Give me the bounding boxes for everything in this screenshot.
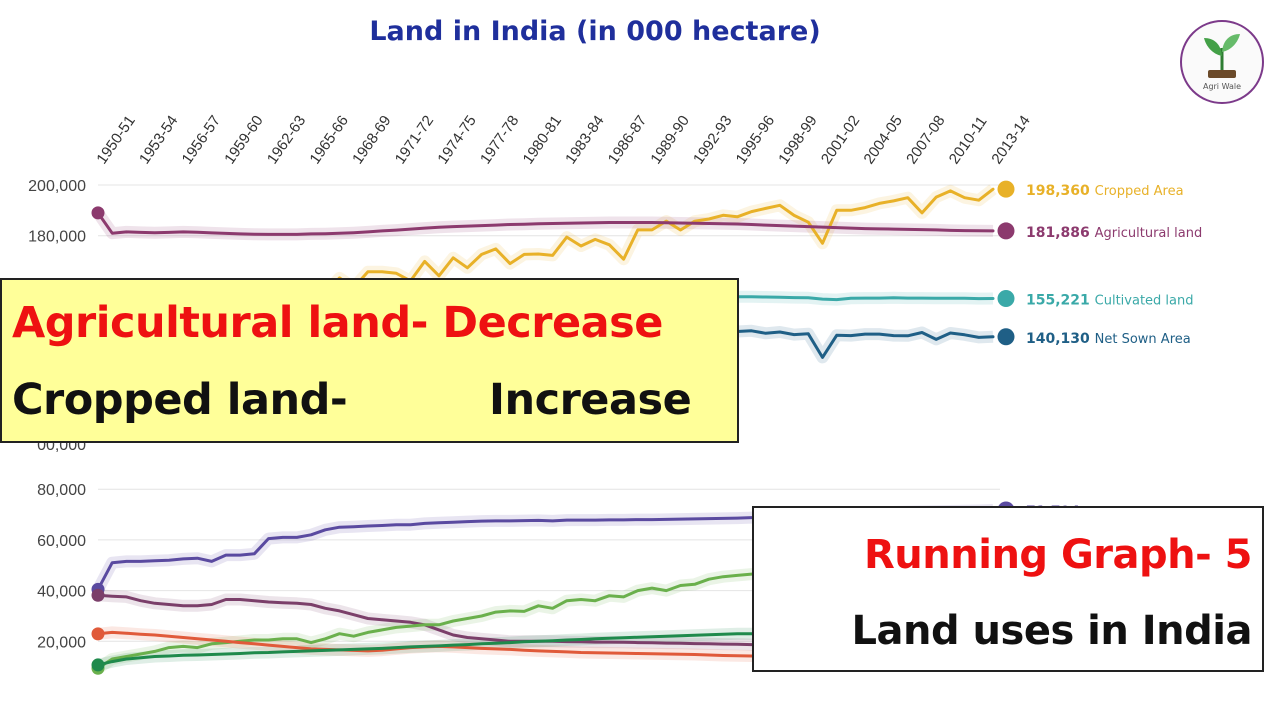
x-tick-label: 1971-72	[392, 112, 438, 167]
series-start-point	[91, 627, 105, 641]
series-end-value: 181,886	[1026, 225, 1095, 241]
x-tick-label: 1983-84	[562, 112, 608, 167]
x-tick-label: 1968-69	[349, 112, 395, 167]
y-tick-label: 180,000	[28, 229, 86, 246]
callout-agricultural-land-decrease: Agricultural land- Decrease	[12, 298, 663, 348]
x-tick-label: 1950-51	[93, 112, 139, 167]
series-end-point	[997, 180, 1015, 198]
x-tick-label: 1995-96	[733, 112, 779, 167]
x-tick-label: 1956-57	[179, 112, 225, 167]
x-tick-label: 2001-02	[818, 112, 864, 167]
series-end-value: 140,130	[1026, 331, 1095, 347]
x-tick-label: 1962-63	[264, 112, 310, 167]
x-tick-label: 1959-60	[221, 112, 267, 167]
y-tick-label: 200,000	[28, 178, 86, 195]
callout-land-uses-title: Land uses in India	[851, 608, 1253, 654]
series-end-label: 155,221 Cultivated land	[1026, 293, 1194, 309]
series-end-label: 140,130 Net Sown Area	[1026, 331, 1191, 347]
callout-land-trend: Agricultural land- Decrease Cropped land…	[0, 278, 739, 443]
series-start-point	[91, 658, 105, 672]
chart-title: Land in India (in 000 hectare)	[369, 16, 821, 47]
series-start-point	[91, 588, 105, 602]
x-tick-label: 2004-05	[860, 112, 906, 167]
series-name: Cultivated land	[1095, 294, 1194, 309]
x-tick-label: 2007-08	[903, 112, 949, 167]
series-line	[96, 211, 995, 236]
series-name: Net Sown Area	[1095, 332, 1191, 347]
callout-cropped-land-label: Cropped land-	[12, 375, 348, 425]
x-axis-tick-labels: 1950-511953-541956-571959-601962-631965-…	[93, 112, 1034, 167]
x-tick-label: 1989-90	[647, 112, 693, 167]
series-end-label: 181,886 Agricultural land	[1026, 225, 1202, 241]
y-tick-label: 80,000	[37, 482, 86, 499]
callout-cropped-land-increase: Increase	[489, 375, 692, 425]
y-tick-label: 60,000	[37, 533, 86, 550]
agri-wale-logo: Agri Wale	[1180, 20, 1264, 104]
series-end-label: 198,360 Cropped Area	[1026, 183, 1184, 199]
x-tick-label: 1992-93	[690, 112, 736, 167]
x-tick-label: 1974-75	[434, 112, 480, 167]
series-name: Agricultural land	[1095, 226, 1203, 241]
x-tick-label: 1953-54	[136, 112, 182, 167]
x-tick-label: 1980-81	[520, 112, 566, 167]
x-tick-label: 2013-14	[988, 112, 1034, 167]
x-tick-label: 1998-99	[775, 112, 821, 167]
callout-running-graph-number: Running Graph- 5	[864, 532, 1253, 578]
series-end-value: 155,221	[1026, 293, 1095, 309]
x-tick-label: 1977-78	[477, 112, 523, 167]
x-tick-label: 2010-11	[946, 113, 991, 167]
series-start-point	[91, 206, 105, 220]
y-axis-tick-labels: 200,000180,00080,00060,00040,00020,00000…	[28, 178, 86, 651]
series-name: Cropped Area	[1095, 184, 1184, 199]
series-end-labels: 198,360 Cropped Area 181,886 Agricultural…	[997, 180, 1202, 520]
series-end-value: 198,360	[1026, 183, 1095, 199]
y-tick-label: 40,000	[37, 584, 86, 601]
callout-running-graph: Running Graph- 5 Land uses in India	[752, 506, 1264, 672]
x-tick-label: 1986-87	[605, 112, 651, 167]
plant-sprout-icon	[1204, 34, 1240, 78]
series-end-point	[997, 290, 1015, 308]
y-tick-label: 20,000	[37, 634, 86, 651]
series-end-point	[997, 328, 1015, 346]
logo-text: Agri Wale	[1202, 82, 1242, 91]
series-end-point	[997, 222, 1015, 240]
x-tick-label: 1965-66	[306, 112, 352, 167]
